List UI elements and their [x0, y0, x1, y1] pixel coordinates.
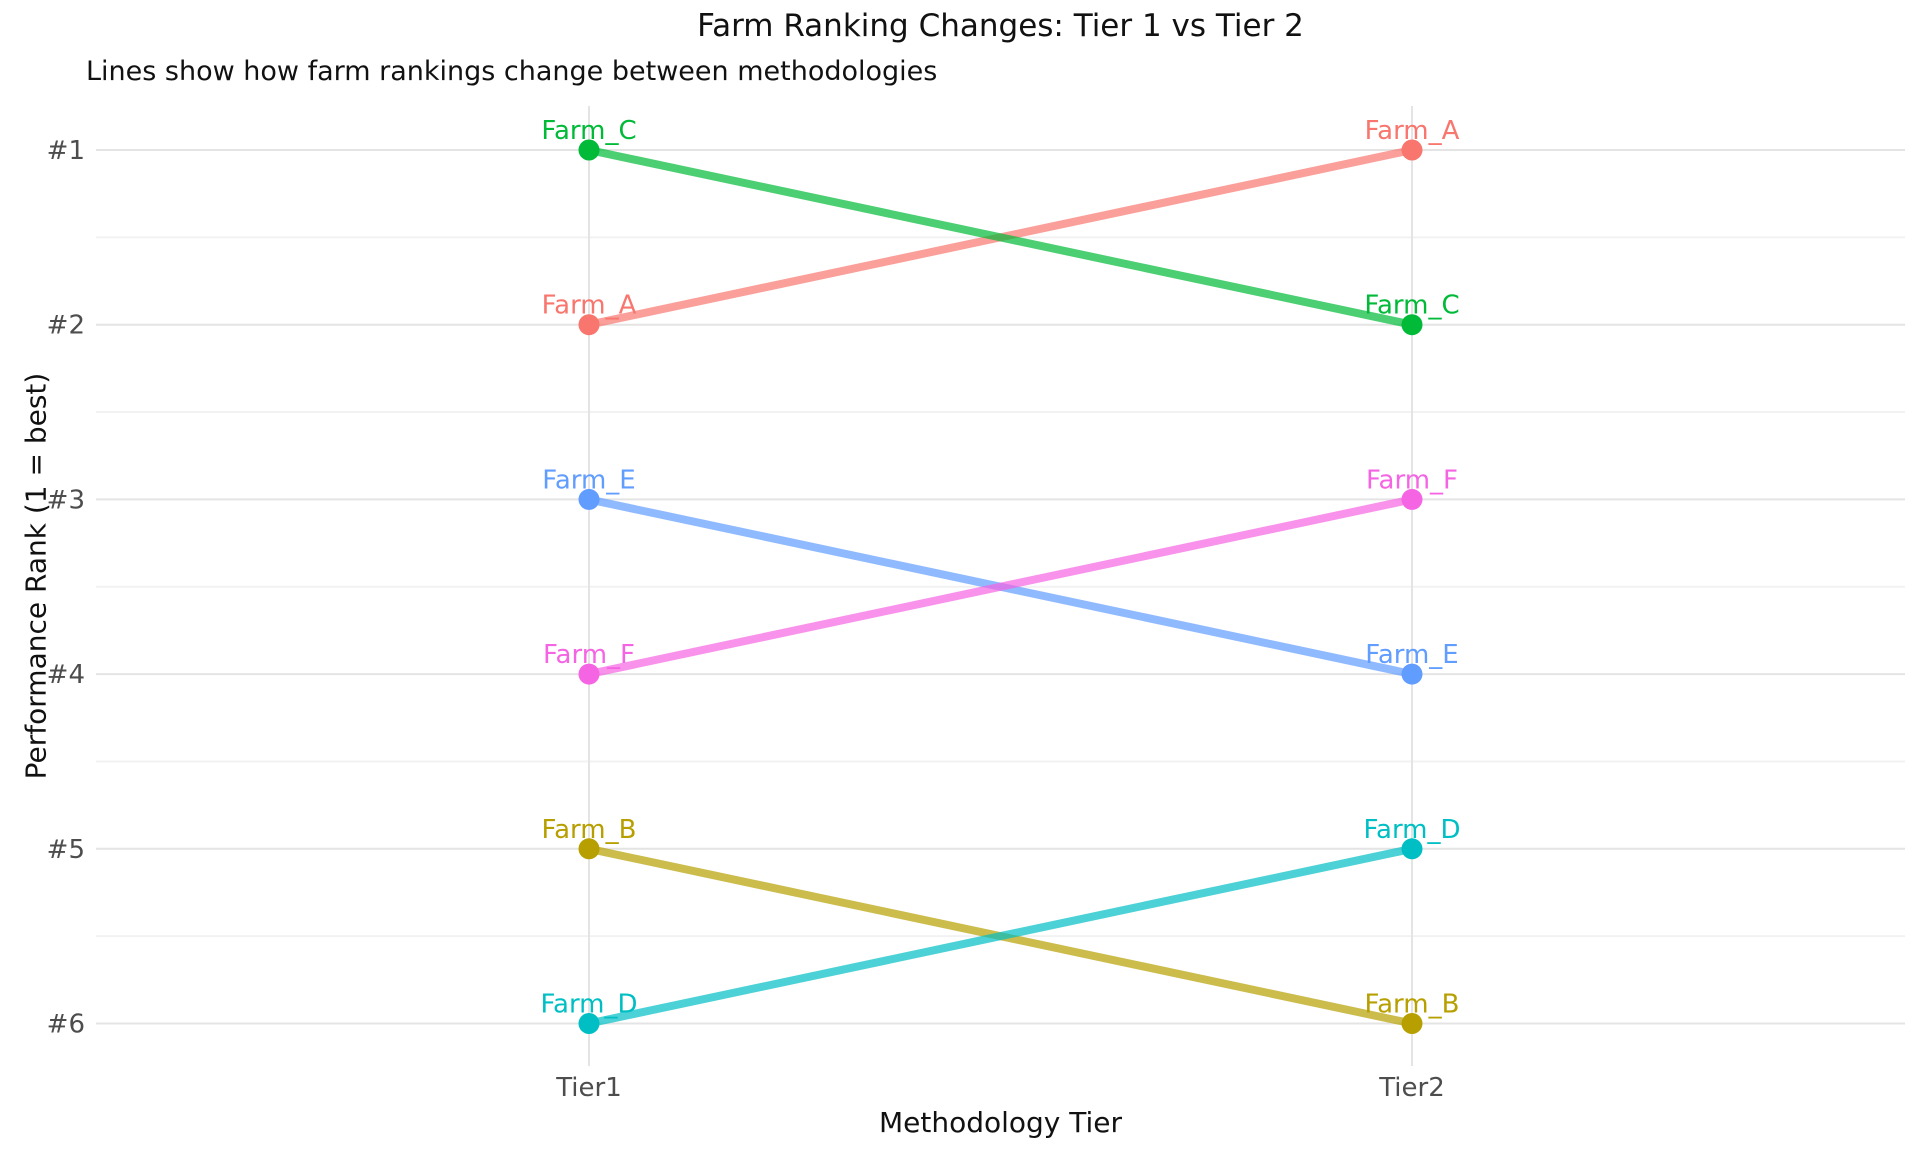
- series-label-farm_f-tier2: Farm_F: [1366, 465, 1458, 495]
- chart-title: Farm Ranking Changes: Tier 1 vs Tier 2: [697, 8, 1304, 44]
- data-point-farm_d-tier1: [578, 1013, 600, 1034]
- data-point-farm_b-tier2: [1401, 1013, 1423, 1034]
- data-point-farm_e-tier1: [578, 488, 600, 510]
- series-label-farm_c-tier1: Farm_C: [541, 116, 636, 146]
- y-tick-label-1: #1: [47, 136, 85, 166]
- data-point-farm_a-tier2: [1401, 139, 1423, 161]
- series-label-farm_d-tier2: Farm_D: [1363, 815, 1460, 845]
- data-point-farm_f-tier2: [1401, 488, 1423, 510]
- data-point-farm_a-tier1: [578, 314, 600, 336]
- series-label-farm_c-tier2: Farm_C: [1364, 291, 1459, 321]
- y-tick-label-3: #3: [47, 485, 85, 515]
- series-label-farm_a-tier2: Farm_A: [1365, 116, 1460, 146]
- data-point-farm_c-tier2: [1401, 314, 1423, 336]
- y-axis-title: Performance Rank (1 = best): [19, 372, 53, 780]
- series-label-farm_b-tier2: Farm_B: [1365, 990, 1460, 1020]
- data-point-farm_b-tier1: [578, 838, 600, 860]
- series-label-farm_e-tier1: Farm_E: [542, 465, 636, 495]
- data-point-farm_d-tier2: [1401, 838, 1423, 860]
- data-point-farm_c-tier1: [578, 139, 600, 161]
- y-tick-label-4: #4: [47, 660, 85, 690]
- y-tick-label-2: #2: [47, 311, 85, 341]
- series-label-farm_d-tier1: Farm_D: [540, 990, 637, 1020]
- series-label-farm_b-tier1: Farm_B: [542, 815, 637, 845]
- series-line-farm_c: [588, 146, 1413, 329]
- data-point-farm_f-tier1: [578, 663, 600, 685]
- y-tick-label-6: #6: [47, 1010, 85, 1040]
- x-tick-label-tier2: Tier2: [1378, 1073, 1445, 1103]
- series-line-farm_f: [588, 495, 1413, 679]
- series-line-farm_d: [588, 844, 1413, 1028]
- series-label-farm_a-tier1: Farm_A: [542, 291, 637, 321]
- x-tick-label-tier1: Tier1: [555, 1073, 622, 1103]
- x-axis-title: Methodology Tier: [878, 1106, 1123, 1139]
- chart-subtitle: Lines show how farm rankings change betw…: [86, 56, 938, 87]
- series-label-farm_f-tier1: Farm_F: [543, 640, 635, 670]
- data-point-farm_e-tier2: [1401, 663, 1423, 685]
- y-tick-label-5: #5: [47, 835, 85, 865]
- series-label-farm_e-tier2: Farm_E: [1365, 640, 1459, 670]
